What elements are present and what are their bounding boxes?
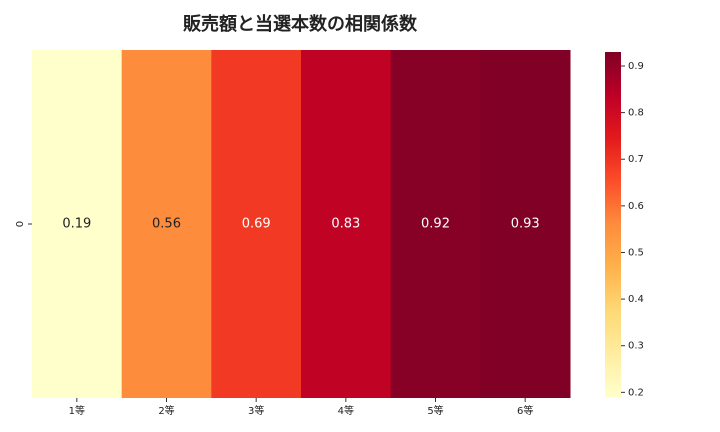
colorbar-tick-label: 0.5 xyxy=(628,247,644,258)
colorbar-tick-label: 0.6 xyxy=(628,201,644,212)
colorbar xyxy=(605,52,621,397)
y-tick-label: 0 xyxy=(15,221,26,227)
cell-label: 0.69 xyxy=(242,217,271,232)
x-tick-label: 6等 xyxy=(517,404,533,417)
x-tick-label: 3等 xyxy=(248,404,264,417)
cell-label: 0.92 xyxy=(421,217,450,232)
x-tick-label: 2等 xyxy=(158,404,174,417)
cell-label: 0.19 xyxy=(62,217,91,232)
cell xyxy=(121,50,212,398)
colorbar-tick-label: 0.7 xyxy=(628,154,644,165)
x-tick-label: 1等 xyxy=(69,404,85,417)
cell xyxy=(390,50,481,398)
cell xyxy=(32,50,123,398)
colorbar-tick-label: 0.2 xyxy=(628,387,644,398)
cell-label: 0.83 xyxy=(331,217,360,232)
colorbar-tick-label: 0.9 xyxy=(628,61,644,72)
x-tick-label: 5等 xyxy=(427,404,443,417)
colorbar-tick-label: 0.3 xyxy=(628,341,644,352)
x-tick-label: 4等 xyxy=(338,404,354,417)
colorbar-tick-label: 0.4 xyxy=(628,294,644,305)
cell xyxy=(211,50,302,398)
colorbar-tick-label: 0.8 xyxy=(628,108,644,119)
chart-title: 販売額と当選本数の相関係数 xyxy=(183,13,418,35)
cell-label: 0.93 xyxy=(511,217,540,232)
cell-label: 0.56 xyxy=(152,217,181,232)
cell xyxy=(301,50,392,398)
cell xyxy=(480,50,571,398)
